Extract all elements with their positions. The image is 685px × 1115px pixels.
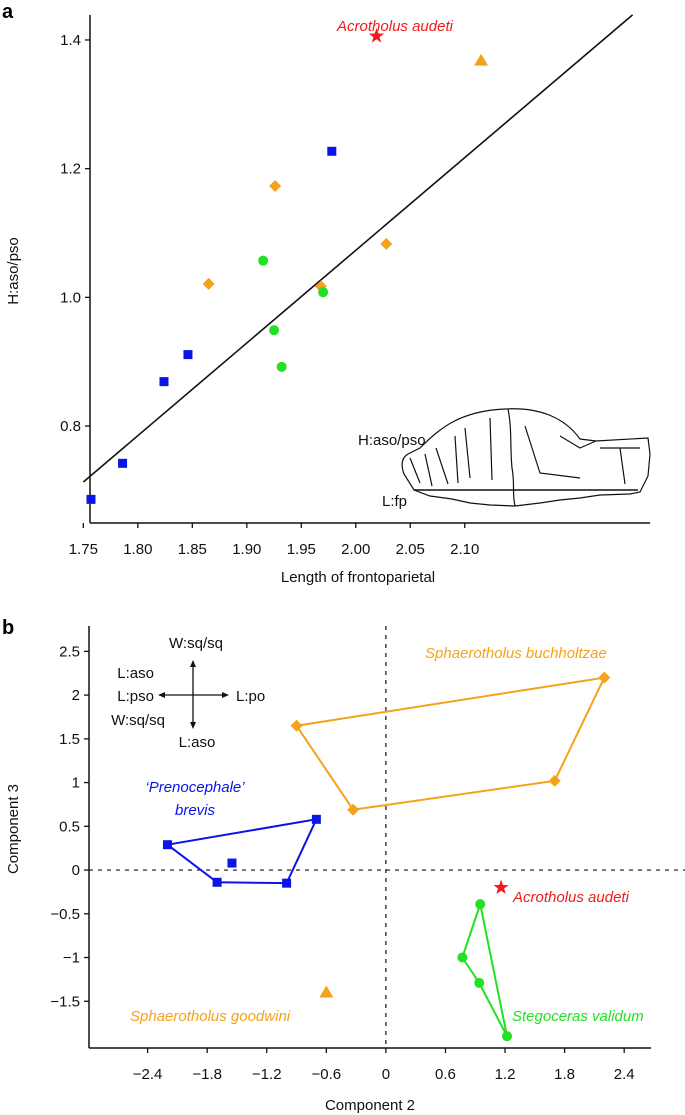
x-tick-label: −0.6 (311, 1066, 341, 1083)
point-prenocephale-brevis (227, 858, 237, 868)
loading-left-bottom-label: W:sq/sq (111, 712, 165, 729)
point-stegoceras-validum (269, 325, 280, 336)
x-tick-label: −1.2 (252, 1066, 282, 1083)
point-prenocephale-brevis (183, 350, 193, 360)
x-tick-label: 1.85 (178, 541, 207, 558)
x-tick-label: 0.6 (435, 1066, 456, 1083)
x-tick-label: 1.75 (69, 541, 98, 558)
chart-a: 1.75 1.80 1.85 1.90 1.95 2.00 2.05 2.10 0.8 1.0 1.… (60, 14, 650, 558)
point-sphaerotholus-buchholtzae (269, 180, 282, 193)
point-stegoceras-validum (475, 899, 486, 910)
x-tick-label: 1.80 (123, 541, 152, 558)
point-sphaerotholus-buchholtzae (380, 237, 393, 250)
x-tick-label: 1.90 (232, 541, 261, 558)
y-tick-label: −0.5 (50, 906, 80, 923)
x-tick-label: 2.05 (396, 541, 425, 558)
point-stegoceras-validum (276, 361, 287, 372)
point-sphaerotholus-buchholtzae (202, 277, 215, 290)
hull-sphaerotholus-buchholtzae (294, 676, 607, 811)
point-prenocephale-brevis (282, 878, 292, 888)
x-tick-label: −2.4 (133, 1066, 163, 1083)
skull-length-label: L:fp (382, 493, 407, 510)
x-tick-label: −1.8 (192, 1066, 222, 1083)
point-prenocephale-brevis (327, 146, 337, 156)
panel-label-a: a (2, 1, 14, 23)
hull-stegoceras-validum (461, 900, 509, 1037)
point-stegoceras-validum (502, 1031, 513, 1042)
chart-b: −2.4 −1.8 −1.2 −0.6 0 0.6 1.2 1.8 2.4 −1.5 −1 −0.5 0… (50, 626, 685, 1083)
label-acrotholus-audeti: Acrotholus audeti (512, 889, 630, 906)
point-acrotholus-audeti (368, 28, 385, 43)
x-tick-label: 1.8 (554, 1066, 575, 1083)
point-prenocephale-brevis (159, 377, 169, 387)
loading-down-label: L:aso (179, 734, 216, 751)
loading-left-label: L:pso (117, 688, 154, 705)
x-tick-label: 0 (382, 1066, 390, 1083)
skull-illustration (401, 408, 651, 507)
point-sphaerotholus-buchholtzae (290, 719, 303, 732)
y-tick-label: 1.0 (60, 289, 81, 306)
y-tick-label: 1 (72, 775, 80, 792)
point-prenocephale-brevis (162, 840, 172, 850)
regression-line (82, 14, 634, 483)
point-stegoceras-validum (258, 255, 269, 266)
point-sphaerotholus-goodwini (319, 985, 334, 998)
point-acrotholus-audeti (493, 879, 509, 894)
point-prenocephale-brevis (86, 494, 96, 504)
loading-left-top-label: L:aso (117, 665, 154, 682)
point-sphaerotholus-buchholtzae (598, 671, 611, 684)
x-tick-label: 2.4 (614, 1066, 635, 1083)
x-tick-label: 2.10 (450, 541, 479, 558)
label-sphaerotholus-goodwini: Sphaerotholus goodwini (130, 1008, 291, 1025)
x-tick-label: 2.00 (341, 541, 370, 558)
point-prenocephale-brevis (311, 814, 321, 824)
point-stegoceras-validum (318, 287, 329, 298)
loading-right-label: L:po (236, 688, 265, 705)
chart-b-xlabel: Component 2 (325, 1097, 415, 1114)
y-tick-label: −1.5 (50, 993, 80, 1010)
point-sphaerotholus-buchholtzae (347, 803, 360, 816)
y-tick-label: 0.5 (59, 818, 80, 835)
chart-b-ylabel: Component 3 (5, 784, 22, 874)
y-tick-label: 0.8 (60, 418, 81, 435)
skull-height-label: H:aso/pso (358, 432, 426, 449)
label-prenocephale-line1: ‘Prenocephale’ (145, 779, 245, 796)
point-prenocephale-brevis (118, 458, 128, 468)
y-tick-label: 1.4 (60, 32, 81, 49)
y-tick-label: −1 (63, 950, 80, 967)
point-sphaerotholus-buchholtzae (548, 774, 561, 787)
y-tick-label: 2.5 (59, 643, 80, 660)
y-tick-label: 1.2 (60, 161, 81, 178)
loading-up-label: W:sq/sq (169, 635, 223, 652)
loading-arrows (158, 660, 229, 729)
y-tick-label: 2 (72, 687, 80, 704)
x-tick-label: 1.95 (287, 541, 316, 558)
point-sphaerotholus-goodwini (474, 53, 489, 66)
x-tick-label: 1.2 (495, 1066, 516, 1083)
chart-a-acrotholus-label: Acrotholus audeti (336, 18, 454, 35)
panel-label-b: b (2, 617, 14, 639)
chart-a-xlabel: Length of frontoparietal (281, 569, 435, 586)
y-tick-label: 1.5 (59, 731, 80, 748)
hull-prenocephale-brevis (164, 818, 319, 885)
label-stegoceras-validum: Stegoceras validum (512, 1008, 644, 1025)
chart-a-ylabel: H:aso/pso (5, 237, 22, 305)
label-prenocephale-line2: brevis (175, 802, 216, 819)
y-tick-label: 0 (72, 862, 80, 879)
label-sphaerotholus-buchholtzae: Sphaerotholus buchholtzae (425, 645, 607, 662)
point-stegoceras-validum (474, 977, 485, 988)
point-stegoceras-validum (457, 952, 468, 963)
point-prenocephale-brevis (212, 877, 222, 887)
